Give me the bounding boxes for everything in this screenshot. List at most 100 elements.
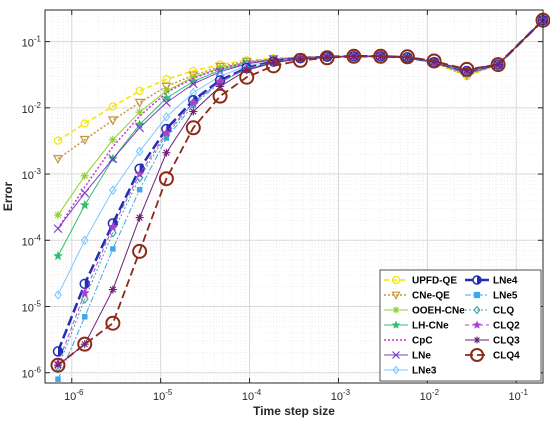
legend-item-clq4: CLQ4 <box>465 348 520 362</box>
data-point <box>132 243 148 259</box>
legend-marker <box>392 351 400 359</box>
x-tick-label: 10-1 <box>509 388 529 403</box>
x-tick-label: 10-6 <box>64 388 84 403</box>
series-line <box>57 19 544 366</box>
data-point <box>136 186 143 193</box>
legend-marker <box>392 306 400 314</box>
data-point <box>216 82 225 91</box>
legend-marker <box>473 336 481 344</box>
data-point <box>188 79 198 89</box>
data-point <box>80 340 89 349</box>
data-point <box>158 171 174 187</box>
legend-label: CLQ2 <box>493 321 520 332</box>
data-point <box>53 361 62 370</box>
data-point <box>135 146 144 157</box>
x-tick-label: 10-5 <box>153 388 173 403</box>
legend-item-clq2: CLQ2 <box>465 320 520 332</box>
data-point <box>50 357 66 373</box>
legend-item-lh-cne: LH-CNe <box>384 320 449 332</box>
data-point <box>239 69 255 85</box>
legend-label: CLQ4 <box>493 351 520 362</box>
data-point <box>52 154 64 165</box>
data-point <box>494 60 503 69</box>
legend-label: OOEH-CNe <box>412 306 465 317</box>
legend-item-clq3: CLQ3 <box>465 336 520 347</box>
legend-item-lne: LNe <box>384 351 431 362</box>
data-point <box>108 185 117 196</box>
data-point <box>53 211 62 220</box>
data-point <box>108 102 117 111</box>
data-point <box>185 120 201 136</box>
data-point <box>162 148 171 157</box>
y-axis-label: Error <box>1 181 15 211</box>
x-axis-label: Time step size <box>253 404 335 418</box>
legend-item-cne-qe: CNe-QE <box>384 291 450 302</box>
data-point <box>80 119 89 128</box>
data-point <box>135 108 144 117</box>
legend-marker <box>472 275 482 285</box>
data-point <box>161 127 172 137</box>
legend-marker <box>391 275 401 285</box>
data-point <box>189 107 198 116</box>
legend-item-lne4: LNe4 <box>465 275 518 287</box>
data-point <box>55 376 61 382</box>
data-point <box>135 213 144 222</box>
legend-item-upfd-qe: UPFD-QE <box>384 276 457 287</box>
legend-marker <box>473 291 481 299</box>
data-point <box>80 294 89 304</box>
data-point <box>188 97 199 107</box>
data-point <box>296 54 305 63</box>
data-point <box>80 188 90 198</box>
data-point <box>108 135 117 144</box>
legend-marker <box>470 348 484 362</box>
data-point <box>373 48 389 64</box>
legend-item-clq: CLQ <box>465 306 514 317</box>
data-point <box>110 246 116 252</box>
data-point <box>212 88 228 104</box>
legend-label: LNe <box>412 351 431 362</box>
data-point <box>349 52 358 61</box>
data-point <box>53 136 63 145</box>
axis-ticks: 10-6 10-5 10-4 10-3 10-2 10-1 10-6 10-5 10-4 10-3… <box>22 10 543 403</box>
data-point <box>79 135 90 145</box>
data-point <box>53 224 63 234</box>
data-point <box>54 289 62 300</box>
data-point <box>399 49 415 65</box>
x-tick-label: 10-4 <box>242 388 262 403</box>
series-line <box>56 19 544 352</box>
data-point <box>134 98 145 108</box>
legend-item-lne5: LNe5 <box>465 291 518 302</box>
legend-item-ooeh-cne: OOEH-CNe <box>384 306 465 317</box>
legend-label: CpC <box>412 336 433 347</box>
data-point <box>135 86 144 96</box>
data-point <box>161 98 171 108</box>
legend-label: LH-CNe <box>412 321 449 332</box>
legend-marker <box>472 320 482 329</box>
data-point <box>80 235 89 246</box>
legend-label: CLQ3 <box>493 336 520 347</box>
data-point <box>79 278 91 290</box>
plot-frame <box>44 9 544 384</box>
legend-label: UPFD-QE <box>412 276 457 287</box>
legend-marker <box>391 291 401 300</box>
data-point <box>215 62 226 72</box>
legend-marker <box>391 320 401 329</box>
data-point <box>135 123 145 133</box>
legend-label: CNe-QE <box>412 291 450 302</box>
data-point <box>105 315 121 331</box>
data-point <box>292 52 308 68</box>
plot-area <box>50 12 550 382</box>
legend: UPFD-QE CNe-QE OOEH-CNe LH-CNe CpC LNe LNe3 LNe… <box>379 269 542 382</box>
x-tick-label: 10-2 <box>420 388 440 403</box>
data-point <box>459 61 475 77</box>
legend-marker <box>392 365 400 375</box>
data-point <box>319 50 335 66</box>
legend-label: LNe5 <box>493 291 518 302</box>
legend-item-cpc: CpC <box>384 336 433 347</box>
data-point <box>108 154 118 164</box>
data-point <box>161 82 172 92</box>
y-tick-label: 10-3 <box>22 167 42 182</box>
data-point <box>52 346 64 357</box>
data-point <box>77 336 93 352</box>
data-point <box>426 53 442 69</box>
